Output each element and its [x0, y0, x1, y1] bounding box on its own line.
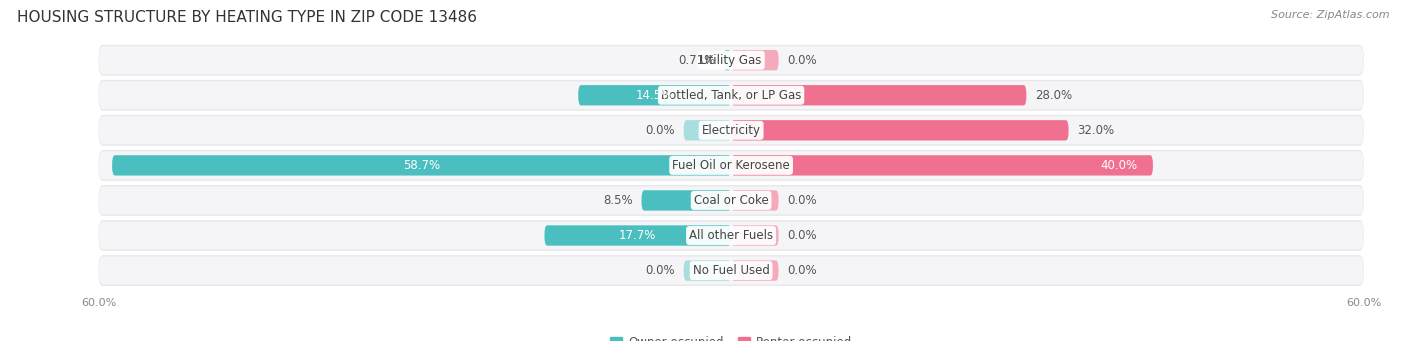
FancyBboxPatch shape — [731, 85, 1026, 105]
Text: 40.0%: 40.0% — [1099, 159, 1137, 172]
Text: 32.0%: 32.0% — [1077, 124, 1114, 137]
FancyBboxPatch shape — [544, 225, 731, 246]
Text: 0.0%: 0.0% — [787, 194, 817, 207]
Text: Coal or Coke: Coal or Coke — [693, 194, 769, 207]
FancyBboxPatch shape — [98, 187, 1364, 214]
Text: 0.0%: 0.0% — [787, 229, 817, 242]
FancyBboxPatch shape — [731, 261, 779, 281]
FancyBboxPatch shape — [98, 81, 1364, 109]
Text: 28.0%: 28.0% — [1035, 89, 1071, 102]
Text: 0.0%: 0.0% — [787, 264, 817, 277]
Text: Source: ZipAtlas.com: Source: ZipAtlas.com — [1271, 10, 1389, 20]
FancyBboxPatch shape — [98, 115, 1364, 146]
Text: 17.7%: 17.7% — [619, 229, 657, 242]
FancyBboxPatch shape — [98, 222, 1364, 250]
FancyBboxPatch shape — [112, 155, 731, 176]
FancyBboxPatch shape — [578, 85, 731, 105]
FancyBboxPatch shape — [683, 261, 731, 281]
Legend: Owner-occupied, Renter-occupied: Owner-occupied, Renter-occupied — [606, 331, 856, 341]
FancyBboxPatch shape — [98, 220, 1364, 251]
Text: Bottled, Tank, or LP Gas: Bottled, Tank, or LP Gas — [661, 89, 801, 102]
FancyBboxPatch shape — [98, 255, 1364, 286]
FancyBboxPatch shape — [98, 150, 1364, 181]
Text: 0.0%: 0.0% — [787, 54, 817, 67]
Text: 0.0%: 0.0% — [645, 124, 675, 137]
FancyBboxPatch shape — [98, 256, 1364, 285]
FancyBboxPatch shape — [724, 50, 731, 70]
FancyBboxPatch shape — [683, 120, 731, 140]
Text: 8.5%: 8.5% — [603, 194, 633, 207]
Text: 14.5%: 14.5% — [636, 89, 673, 102]
Text: Utility Gas: Utility Gas — [700, 54, 762, 67]
FancyBboxPatch shape — [98, 185, 1364, 216]
Text: All other Fuels: All other Fuels — [689, 229, 773, 242]
FancyBboxPatch shape — [641, 190, 731, 211]
Text: 0.0%: 0.0% — [645, 264, 675, 277]
FancyBboxPatch shape — [731, 190, 779, 211]
Text: 0.71%: 0.71% — [678, 54, 716, 67]
FancyBboxPatch shape — [731, 225, 779, 246]
FancyBboxPatch shape — [731, 155, 1153, 176]
Text: 58.7%: 58.7% — [404, 159, 440, 172]
FancyBboxPatch shape — [731, 120, 1069, 140]
FancyBboxPatch shape — [731, 50, 779, 70]
Text: No Fuel Used: No Fuel Used — [693, 264, 769, 277]
FancyBboxPatch shape — [98, 151, 1364, 179]
Text: Electricity: Electricity — [702, 124, 761, 137]
FancyBboxPatch shape — [98, 80, 1364, 111]
FancyBboxPatch shape — [98, 45, 1364, 76]
FancyBboxPatch shape — [98, 46, 1364, 74]
FancyBboxPatch shape — [98, 116, 1364, 144]
Text: HOUSING STRUCTURE BY HEATING TYPE IN ZIP CODE 13486: HOUSING STRUCTURE BY HEATING TYPE IN ZIP… — [17, 10, 477, 25]
Text: Fuel Oil or Kerosene: Fuel Oil or Kerosene — [672, 159, 790, 172]
